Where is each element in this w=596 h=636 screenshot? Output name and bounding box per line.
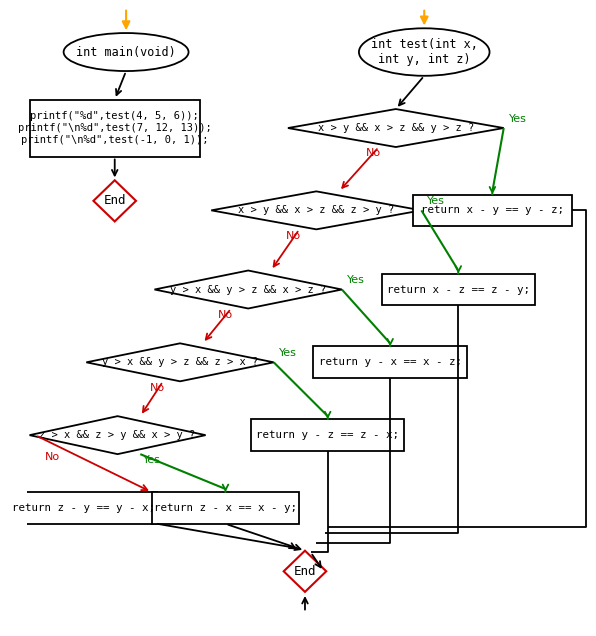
Polygon shape bbox=[211, 191, 421, 230]
Polygon shape bbox=[288, 109, 504, 147]
Ellipse shape bbox=[64, 33, 188, 71]
Text: x > y && x > z && z > y ?: x > y && x > z && z > y ? bbox=[238, 205, 395, 216]
Text: No: No bbox=[150, 383, 165, 392]
Polygon shape bbox=[94, 180, 136, 221]
Bar bbox=[10, 492, 157, 524]
Text: Yes: Yes bbox=[427, 196, 445, 206]
Text: return x - z == z - y;: return x - z == z - y; bbox=[387, 284, 530, 294]
Polygon shape bbox=[284, 551, 326, 592]
Text: y > x && y > z && z > x ?: y > x && y > z && z > x ? bbox=[102, 357, 258, 368]
Text: Yes: Yes bbox=[279, 348, 297, 358]
Text: Yes: Yes bbox=[347, 275, 365, 285]
Text: Yes: Yes bbox=[509, 114, 527, 123]
Text: y > x && y > z && x > z ?: y > x && y > z && x > z ? bbox=[170, 284, 326, 294]
Text: End: End bbox=[104, 195, 126, 207]
Text: z > x && z > y && x > y ?: z > x && z > y && x > y ? bbox=[39, 430, 195, 440]
Text: int test(int x,
int y, int z): int test(int x, int y, int z) bbox=[371, 38, 477, 66]
Bar bbox=[313, 347, 467, 378]
Bar bbox=[251, 419, 404, 451]
Text: return y - z == z - x;: return y - z == z - x; bbox=[256, 430, 399, 440]
Text: return z - x == x - y;: return z - x == x - y; bbox=[154, 503, 297, 513]
Polygon shape bbox=[30, 416, 206, 454]
Text: No: No bbox=[286, 231, 301, 240]
Polygon shape bbox=[154, 270, 342, 308]
Text: End: End bbox=[294, 565, 316, 577]
Text: No: No bbox=[365, 148, 381, 158]
Text: No: No bbox=[45, 452, 60, 462]
Text: No: No bbox=[218, 310, 233, 320]
Text: return z - y == y - x;: return z - y == y - x; bbox=[12, 503, 155, 513]
Text: x > y && x > z && y > z ?: x > y && x > z && y > z ? bbox=[318, 123, 474, 133]
Bar bbox=[30, 100, 200, 156]
Polygon shape bbox=[86, 343, 274, 382]
Text: printf("%d",test(4, 5, 6));
printf("\n%d",test(7, 12, 13));
printf("\n%d",test(-: printf("%d",test(4, 5, 6)); printf("\n%d… bbox=[18, 111, 212, 144]
Ellipse shape bbox=[359, 28, 489, 76]
Text: Yes: Yes bbox=[142, 455, 160, 466]
Bar bbox=[151, 492, 299, 524]
Text: int main(void): int main(void) bbox=[76, 46, 176, 59]
Text: return y - x == x - z;: return y - x == x - z; bbox=[319, 357, 462, 368]
Bar bbox=[413, 195, 572, 226]
Text: return x - y == y - z;: return x - y == y - z; bbox=[421, 205, 564, 216]
Bar bbox=[381, 273, 535, 305]
